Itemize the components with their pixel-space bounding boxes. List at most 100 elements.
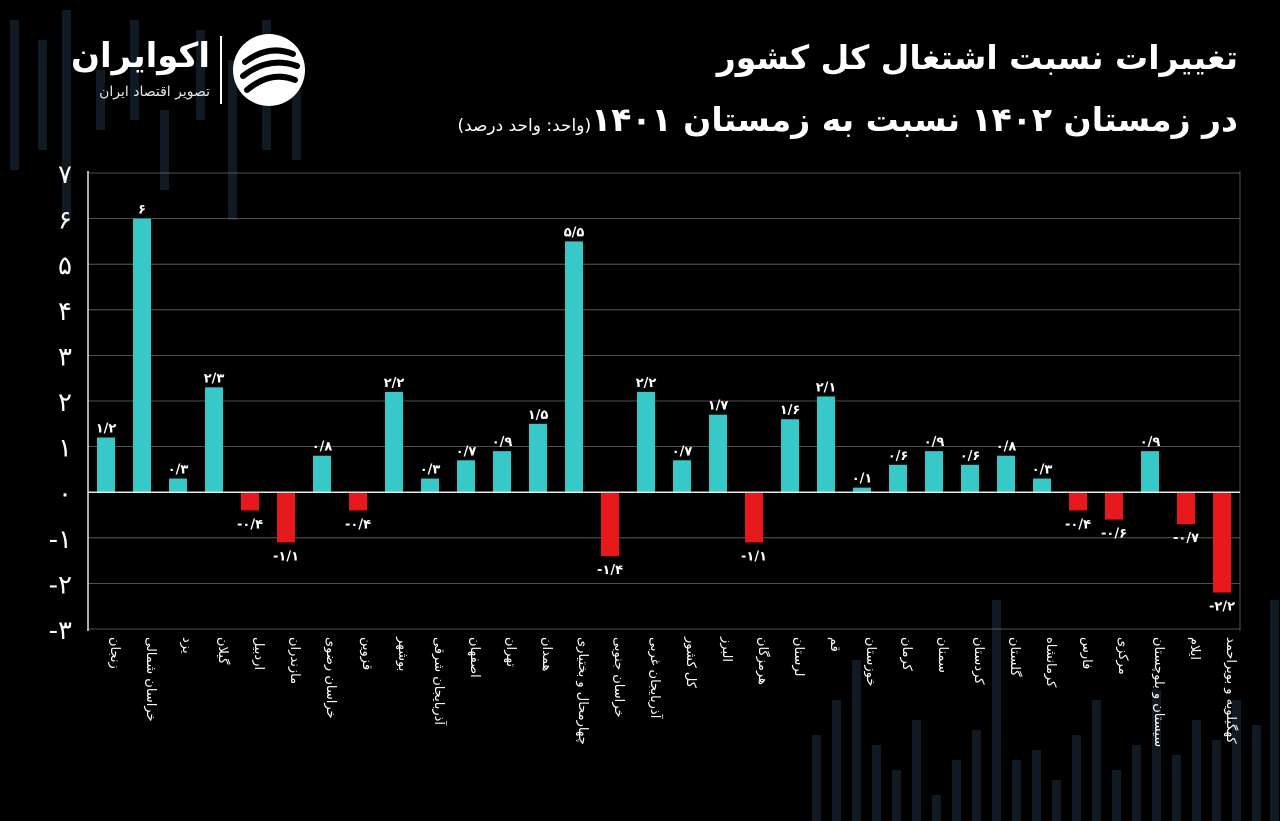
bar: [205, 387, 223, 493]
bar: [421, 478, 439, 493]
bar-value-label: ۲/۳: [204, 371, 225, 386]
background-candle-2: [38, 40, 47, 150]
category-label: مرکزی: [1115, 637, 1130, 675]
background-candle-34: [1270, 600, 1279, 821]
category-label: کرمان: [899, 637, 914, 672]
background-candle-22: [1032, 750, 1041, 821]
bar-value-label: ۵/۵: [564, 225, 585, 240]
bar: [529, 423, 547, 493]
bar-value-label: -۰/۴: [345, 517, 371, 532]
bar: [1069, 492, 1087, 511]
bar-value-label: ۰/۶: [888, 449, 909, 464]
background-candle-4: [96, 70, 105, 130]
background-candle-20: [992, 600, 1001, 821]
bar-value-label: ۰/۹: [1140, 435, 1161, 450]
category-label: گیلان: [215, 637, 231, 665]
background-candle-33: [1252, 725, 1261, 821]
background-candle-32: [1232, 700, 1241, 821]
category-label: کرمانشاه: [1043, 637, 1058, 688]
background-candle-18: [952, 760, 961, 821]
bar: [457, 460, 475, 493]
y-tick-label: -۲: [49, 570, 72, 600]
bar: [961, 464, 979, 493]
background-candle-15: [892, 770, 901, 821]
bar: [889, 464, 907, 493]
background-candle-14: [872, 745, 881, 821]
background-candle-27: [1132, 745, 1141, 821]
bar: [781, 419, 799, 493]
background-candle-23: [1052, 780, 1061, 821]
category-label: آذربایجان غربی: [647, 637, 664, 720]
bar-value-label: -۱/۴: [597, 563, 623, 578]
bar-value-label: -۱/۱: [741, 549, 767, 564]
category-label: کهگیلویه و بویراحمد: [1223, 637, 1239, 744]
y-tick-label: ۰: [58, 479, 72, 509]
bar: [853, 487, 871, 493]
y-tick-label: ۵: [58, 251, 72, 281]
bar-value-label: ۰/۱: [852, 472, 873, 487]
bar: [817, 396, 835, 493]
logo-divider: [220, 36, 222, 104]
bar: [349, 492, 367, 511]
bar: [565, 241, 583, 493]
bar-value-label: -۱/۱: [273, 549, 299, 564]
background-candle-16: [912, 720, 921, 821]
background-candle-8: [228, 60, 237, 220]
category-label: آذربایجان شرقی: [431, 637, 448, 726]
y-tick-label: -۱: [49, 525, 72, 555]
category-label: همدان: [539, 637, 554, 671]
chart-subtitle-main: در زمستان ۱۴۰۲ نسبت به زمستان ۱۴۰۱: [591, 100, 1238, 139]
category-label: البرز: [719, 636, 734, 662]
y-tick-label: ۲: [58, 388, 72, 418]
bar-value-label: ۲/۲: [384, 376, 405, 391]
bar: [925, 451, 943, 493]
category-label: خراسان رضوی: [323, 637, 338, 719]
bar-value-label: ۱/۶: [780, 403, 801, 418]
category-label: خراسان جنوبی: [611, 637, 626, 717]
category-label: فارس: [1079, 637, 1094, 669]
brand-name: اکوایران: [71, 36, 210, 76]
bar-value-label: -۰/۶: [1101, 527, 1127, 542]
bar-value-label: ۶: [138, 203, 146, 218]
bar-value-label: ۰/۹: [492, 435, 513, 450]
bar: [1141, 451, 1159, 493]
unit-note: (واحد: واحد درصد): [457, 116, 592, 136]
category-label: زنجان: [107, 637, 122, 669]
background-candle-28: [1152, 690, 1161, 821]
background-candle-21: [1012, 760, 1021, 821]
background-candle-29: [1172, 755, 1181, 821]
bar: [601, 492, 619, 557]
y-tick-label: -۳: [49, 616, 72, 646]
category-label: هرمزگان: [755, 637, 771, 685]
background-candle-1: [10, 20, 19, 170]
bar: [385, 391, 403, 493]
category-label: گلستان: [1007, 637, 1023, 677]
background-candle-3: [62, 10, 71, 220]
bar-value-label: ۰/۸: [996, 440, 1017, 455]
background-candle-10: [292, 90, 301, 160]
bar-value-label: ۰/۶: [960, 449, 981, 464]
category-label: کل کشور: [683, 636, 698, 689]
y-tick-label: ۳: [58, 342, 72, 372]
background-candle-5: [130, 20, 139, 120]
bar-value-label: ۰/۷: [672, 444, 693, 459]
background-candle-11: [812, 735, 821, 821]
background-candle-6: [160, 110, 169, 190]
bar-value-label: -۰/۴: [1065, 517, 1091, 532]
background-candle-7: [196, 30, 205, 120]
bar: [1033, 478, 1051, 493]
bar: [673, 460, 691, 493]
y-tick-label: ۷: [58, 160, 72, 190]
bar-value-label: ۲/۲: [636, 376, 657, 391]
background-candle-13: [852, 660, 861, 821]
bar: [637, 391, 655, 493]
background-candle-12: [832, 700, 841, 821]
background-candle-26: [1112, 770, 1121, 821]
bar-value-label: ۱/۵: [528, 408, 549, 423]
bar: [241, 492, 259, 511]
y-tick-label: ۱: [58, 434, 72, 464]
category-label: خوزستان: [863, 637, 878, 686]
bar-value-label: -۲/۲: [1209, 600, 1235, 615]
bar-value-label: -۰/۷: [1173, 531, 1199, 546]
